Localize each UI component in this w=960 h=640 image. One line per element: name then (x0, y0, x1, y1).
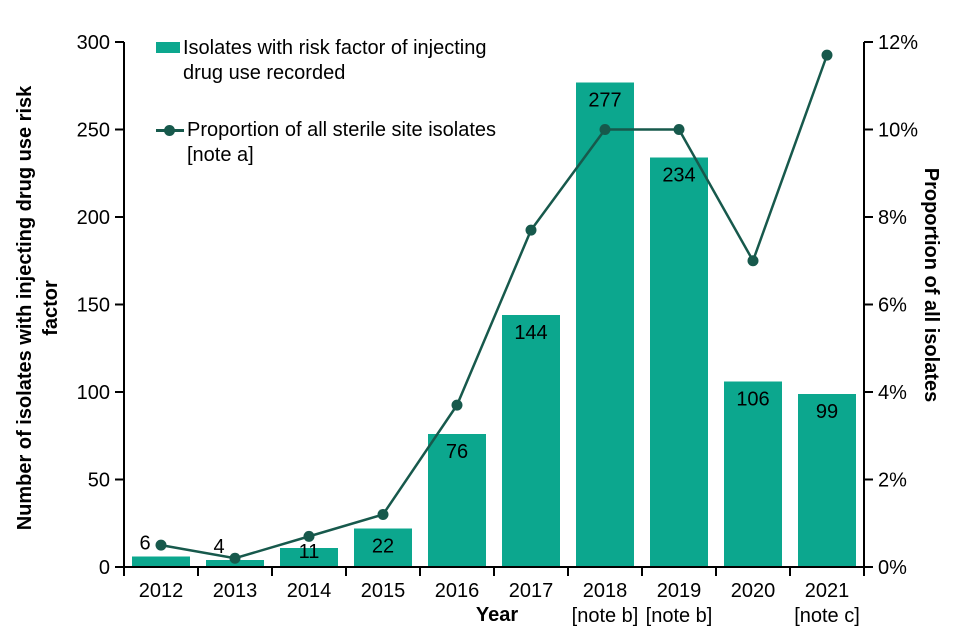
x-tick-label-2021: 2021 (805, 580, 850, 602)
legend-item-line: Proportion of all sterile site isolates … (156, 118, 496, 168)
bar-label-2016: 76 (446, 441, 468, 463)
point-2017 (525, 224, 537, 236)
right-axis-tick-label: 12% (878, 32, 918, 54)
bar-label-2014: 11 (299, 541, 320, 563)
bar-2018 (576, 82, 634, 567)
left-axis-tick-label: 50 (88, 470, 110, 492)
left-axis-tick-label: 250 (77, 120, 110, 142)
bar-2014 (280, 547, 338, 567)
point-2018 (599, 124, 611, 135)
left-axis-tick-label: 100 (77, 382, 110, 404)
x-axis-title: Year (475, 604, 519, 626)
bar-2015 (354, 528, 412, 567)
point-2013 (229, 552, 241, 564)
bar-2021 (798, 393, 856, 567)
x-tick-label-2015: 2015 (361, 580, 406, 602)
line-series-marker-icon (156, 118, 184, 143)
left-axis-title: Number of isolates with injecting drug u… (12, 18, 64, 598)
point-2019 (673, 124, 685, 135)
bar-label-2018: 277 (588, 89, 621, 111)
x-tick-label-2013: 2013 (213, 580, 258, 602)
bar-2016 (428, 434, 486, 567)
legend-line-line1: Proportion of all sterile site isolates (187, 119, 497, 141)
bar-label-2017: 144 (514, 322, 547, 344)
left-axis-title-line2: factor (40, 280, 62, 336)
x-tick-label-2014: 2014 (287, 580, 332, 602)
left-axis-tick-label: 200 (77, 207, 110, 229)
right-axis-title: Proportion of all isolates (920, 167, 942, 403)
right-axis-tick-label: 4% (878, 382, 907, 404)
bar-label-2013: 4 (213, 536, 224, 558)
bar-label-2015: 22 (372, 536, 394, 558)
point-2014 (303, 530, 315, 542)
right-axis-tick-label: 8% (878, 207, 907, 229)
point-2021 (821, 49, 833, 61)
bar-2017 (502, 315, 560, 567)
legend-bars-line1: Isolates with risk factor of injecting (183, 37, 487, 59)
x-tick-note-2019: [note b] (646, 605, 713, 627)
x-tick-label-2016: 2016 (435, 580, 480, 602)
bar-label-2020: 106 (736, 389, 769, 411)
bar-label-2019: 234 (662, 165, 695, 187)
x-tick-note-2018: [note b] (572, 605, 639, 627)
legend-line-line2: [note a] (187, 144, 254, 166)
x-tick-label-2018: 2018 (583, 580, 628, 602)
proportion-line (160, 54, 829, 560)
bar-label-2021: 99 (816, 401, 838, 423)
left-axis-tick-label: 0 (99, 557, 110, 579)
point-2020 (747, 255, 759, 267)
x-tick-label-2019: 2019 (657, 580, 702, 602)
x-tick-label-2020: 2020 (731, 580, 776, 602)
x-tick-note-2021: [note c] (794, 605, 860, 627)
bar-series-swatch-icon (156, 42, 180, 53)
left-axis-tick-label: 300 (77, 32, 110, 54)
x-tick-label-2012: 2012 (139, 580, 184, 602)
right-axis-tick-label: 2% (878, 470, 907, 492)
point-2016 (451, 399, 463, 411)
bar-label-2012: 6 (139, 533, 150, 555)
right-axis-tick-label: 0% (878, 557, 907, 579)
left-axis-title-line1: Number of isolates with injecting drug u… (14, 85, 36, 531)
x-tick-label-2017: 2017 (509, 580, 554, 602)
bar-2012 (132, 556, 190, 567)
legend-bars-line2: drug use recorded (183, 62, 346, 84)
point-2012 (155, 539, 167, 551)
bar-2020 (724, 381, 782, 567)
left-axis-tick-label: 150 (77, 295, 110, 317)
right-axis-tick-label: 10% (878, 120, 918, 142)
bar-2019 (650, 157, 708, 567)
legend: Isolates with risk factor of injecting d… (156, 36, 496, 168)
legend-item-bars: Isolates with risk factor of injecting d… (156, 36, 496, 86)
right-axis-tick-label: 6% (878, 295, 907, 317)
point-2015 (377, 509, 389, 520)
